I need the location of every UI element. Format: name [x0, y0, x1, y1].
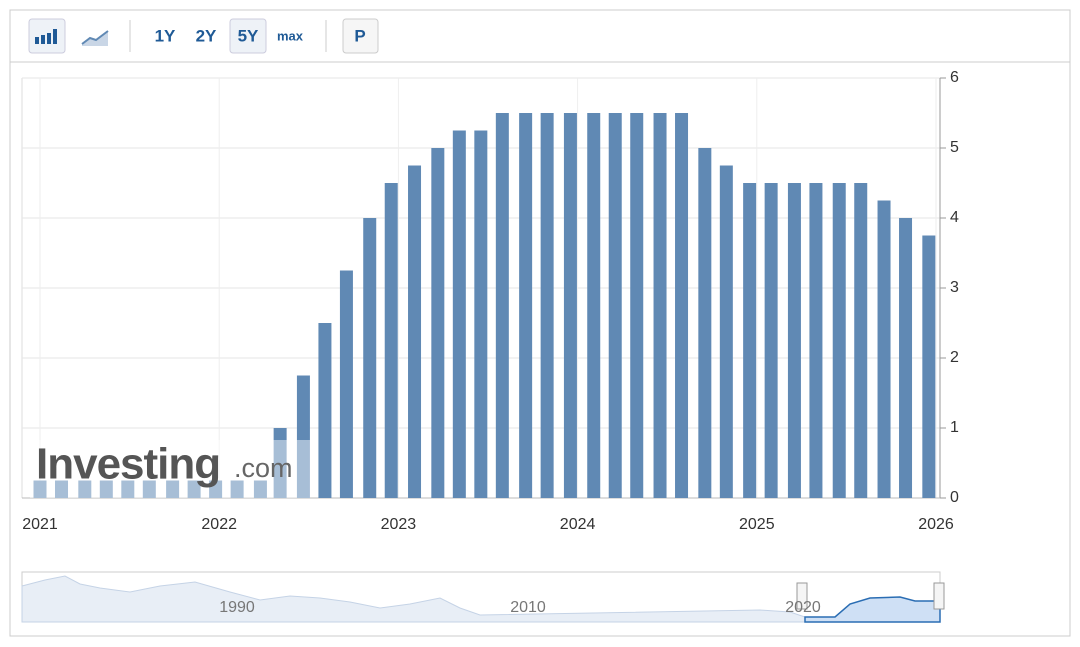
- bar: [608, 113, 622, 498]
- line-chart-button[interactable]: [81, 30, 109, 46]
- bar: [787, 183, 801, 498]
- navigator-handle[interactable]: [933, 582, 945, 610]
- x-tick-label: 2022: [201, 516, 237, 533]
- bar: [719, 165, 733, 498]
- watermark-suffix: .com: [234, 453, 293, 483]
- bar: [540, 113, 554, 498]
- navigator-label: 1990: [219, 599, 255, 616]
- navigator-label: 2010: [510, 599, 546, 616]
- bar: [55, 480, 69, 498]
- x-tick-label: 2026: [918, 516, 954, 533]
- bar: [408, 165, 422, 498]
- bar: [764, 183, 778, 498]
- bar: [33, 480, 47, 498]
- bar: [318, 323, 332, 498]
- bar: [743, 183, 757, 498]
- plot: 0 1 2 3 4 5 6 2021 2022 2023 2024 2025 2026: [21, 69, 959, 533]
- y-tick-label: 0: [950, 489, 959, 506]
- bar: [630, 113, 644, 498]
- bar: [363, 218, 377, 498]
- navigator-handle[interactable]: [796, 582, 808, 610]
- bar: [230, 480, 244, 498]
- bar: [431, 148, 445, 498]
- bar: [209, 480, 223, 498]
- bar: [563, 113, 577, 498]
- watermark-veil: [30, 440, 310, 498]
- bar: [922, 235, 936, 498]
- bar: [653, 113, 667, 498]
- bar: [899, 218, 913, 498]
- bar: [142, 480, 156, 498]
- bar: [78, 480, 92, 498]
- x-tick-label: 2023: [381, 516, 417, 533]
- y-tick-label: 4: [950, 209, 959, 226]
- bar: [587, 113, 601, 498]
- bar: [384, 183, 398, 498]
- bar: [809, 183, 823, 498]
- y-tick-label: 3: [950, 279, 959, 296]
- bar: [698, 148, 712, 498]
- y-tick-label: 6: [950, 69, 959, 86]
- bar: [187, 480, 201, 498]
- p-button[interactable]: [342, 18, 379, 54]
- p-label: P: [354, 26, 365, 45]
- navigator-label: 2020: [785, 599, 821, 616]
- range-button[interactable]: 2Y: [196, 26, 217, 45]
- bar: [339, 270, 353, 498]
- bar: [99, 480, 113, 498]
- x-tick-label: 2025: [739, 516, 775, 533]
- bar: [495, 113, 509, 498]
- range-button[interactable]: 1Y: [155, 26, 176, 45]
- bar: [519, 113, 533, 498]
- y-tick-label: 5: [950, 139, 959, 156]
- range-button[interactable]: max: [277, 28, 304, 43]
- bar: [832, 183, 846, 498]
- bar: [296, 375, 310, 498]
- navigator: 1990 2010 2020: [21, 571, 945, 623]
- bar: [166, 480, 180, 498]
- bar: [675, 113, 689, 498]
- active-range: [229, 18, 267, 54]
- x-tick-label: 2024: [560, 516, 596, 533]
- bar: [253, 480, 267, 498]
- watermark-brand: Investing: [36, 440, 220, 489]
- bar: [452, 130, 466, 498]
- frame: [9, 9, 1071, 637]
- bar: [121, 480, 135, 498]
- bar: [877, 200, 891, 498]
- y-tick-label: 1: [950, 419, 959, 436]
- navigator-selection: [804, 596, 941, 623]
- range-button[interactable]: 5Y: [238, 26, 259, 45]
- navigator-history: [21, 575, 806, 623]
- bar-icon: [35, 29, 57, 44]
- bar: [273, 428, 287, 498]
- y-tick-label: 2: [950, 349, 959, 366]
- x-tick-label: 2021: [22, 516, 58, 533]
- bar: [854, 183, 868, 498]
- bar: [474, 130, 488, 498]
